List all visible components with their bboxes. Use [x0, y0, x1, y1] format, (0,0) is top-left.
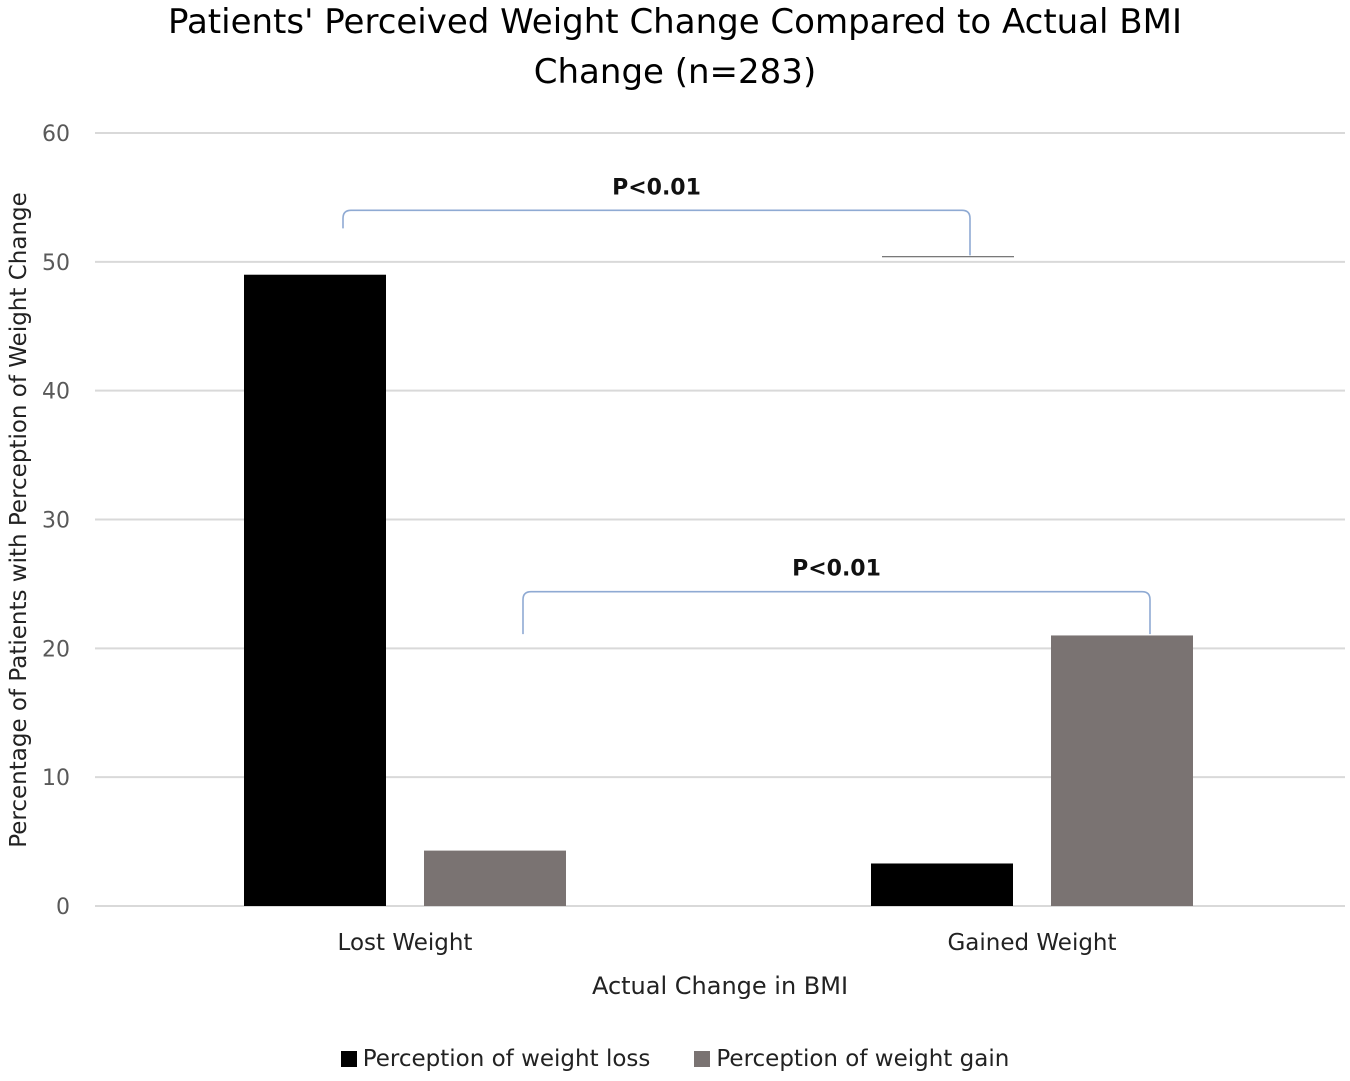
legend-item-weight-loss: Perception of weight loss: [340, 1046, 651, 1072]
y-tick-label-30: 30: [42, 509, 70, 534]
bar-gained-weight-gain: [1051, 635, 1193, 906]
y-tick-label-10: 10: [42, 766, 70, 791]
bar-lost-weight-gain: [424, 850, 566, 906]
chart-title-line-1: Patients' Perceived Weight Change Compar…: [168, 2, 1182, 42]
legend-swatch-weight-gain: [694, 1051, 711, 1067]
significance-label-1: P<0.01: [612, 175, 701, 200]
y-axis-title: Percentage of Patients with Perception o…: [6, 192, 32, 848]
y-tick-label-50: 50: [42, 251, 70, 276]
x-tick-label-gained-weight: Gained Weight: [947, 930, 1116, 956]
y-tick-label-0: 0: [56, 895, 70, 920]
x-tick-label-lost-weight: Lost Weight: [338, 930, 473, 956]
legend-label-weight-loss: Perception of weight loss: [362, 1046, 651, 1072]
chart-title-line-2: Change (n=283): [533, 52, 817, 92]
significance-label-2: P<0.01: [792, 557, 881, 582]
y-tick-label-40: 40: [42, 380, 70, 405]
bar-lost-weight-loss: [244, 274, 386, 906]
legend-label-weight-gain: Perception of weight gain: [716, 1046, 1010, 1072]
y-tick-label-20: 20: [42, 637, 70, 662]
significance-bracket-1: [342, 209, 971, 256]
legend: Perception of weight loss Perception of …: [0, 1046, 1350, 1072]
x-axis-title: Actual Change in BMI: [592, 972, 848, 1000]
bar-gained-weight-loss: [871, 863, 1013, 906]
significance-bracket-2: [522, 590, 1151, 635]
y-tick-label-60: 60: [42, 122, 70, 147]
legend-swatch-weight-loss: [340, 1051, 357, 1067]
legend-item-weight-gain: Perception of weight gain: [694, 1046, 1009, 1072]
